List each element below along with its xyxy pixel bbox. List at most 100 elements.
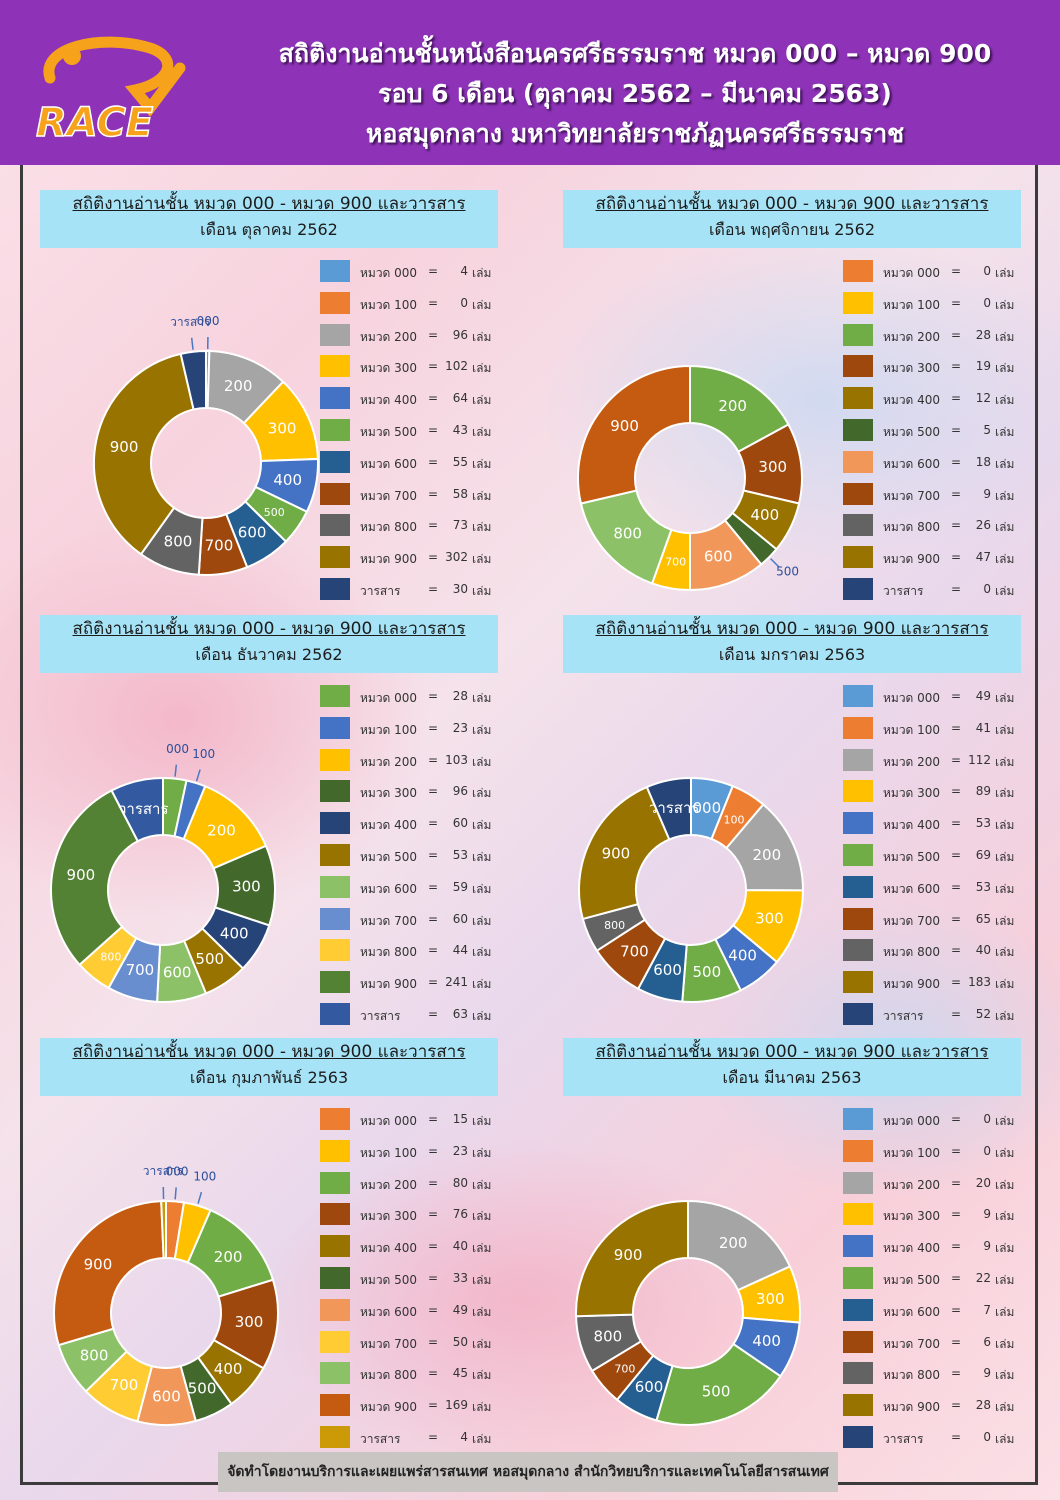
legend-unit: เล่ม bbox=[995, 425, 1015, 439]
legend-label: หมวด 000 bbox=[360, 1114, 418, 1128]
legend-label: หมวด 000 bbox=[883, 266, 941, 280]
legend-equals: = bbox=[428, 689, 439, 703]
legend-unit: เล่ม bbox=[995, 1432, 1015, 1446]
legend-swatch bbox=[320, 482, 350, 505]
legend-unit: เล่ม bbox=[995, 1114, 1015, 1128]
legend-swatch bbox=[320, 546, 350, 569]
slice-label: 700 bbox=[205, 536, 234, 554]
legend-unit: เล่ม bbox=[472, 818, 492, 833]
legend-label: หมวด 500 bbox=[360, 850, 418, 864]
legend-unit: เล่ม bbox=[472, 584, 492, 598]
legend-equals: = bbox=[951, 879, 962, 894]
logo-text: RACE bbox=[36, 100, 153, 143]
legend-value: 80 bbox=[452, 1175, 468, 1190]
legend-value: 112 bbox=[968, 752, 991, 767]
legend-label: หมวด 500 bbox=[360, 1273, 418, 1287]
legend-unit: เล่ม bbox=[472, 552, 492, 567]
legend-value: 12 bbox=[975, 391, 991, 406]
slice-label: 600 bbox=[653, 961, 682, 979]
legend-value: 9 bbox=[983, 1239, 991, 1254]
legend-swatch bbox=[843, 1235, 873, 1258]
slice-label: 600 bbox=[704, 548, 733, 566]
legend-equals: = bbox=[951, 689, 962, 703]
legend-unit: เล่ม bbox=[995, 1400, 1015, 1415]
legend-label: หมวด 300 bbox=[360, 361, 418, 376]
slice-label: 800 bbox=[613, 525, 642, 543]
slice-label: 300 bbox=[755, 910, 784, 928]
legend-label: หมวด 600 bbox=[360, 456, 418, 471]
legend-equals: = bbox=[951, 454, 962, 469]
legend-label: หมวด 100 bbox=[883, 722, 941, 737]
slice-label: 700 bbox=[614, 1363, 635, 1376]
panel-title-text: สถิติงานอ่านชั้น หมวด 000 - หมวด 900 และ… bbox=[72, 194, 466, 214]
legend-equals: = bbox=[951, 264, 962, 278]
legend-label: หมวด 800 bbox=[360, 520, 418, 535]
legend-label: หมวด 100 bbox=[883, 1145, 941, 1160]
legend-equals: = bbox=[951, 752, 962, 767]
chart-panel-feb-2563: สถิติงานอ่านชั้น หมวด 000 - หมวด 900 และ… bbox=[40, 1038, 560, 1458]
legend-value: 28 bbox=[452, 689, 468, 703]
legend-label: หมวด 700 bbox=[360, 1336, 418, 1351]
legend-label: หมวด 900 bbox=[360, 977, 418, 992]
panel-title-text: สถิติงานอ่านชั้น หมวด 000 - หมวด 900 และ… bbox=[595, 194, 989, 214]
legend-swatch bbox=[320, 1235, 350, 1258]
legend-swatch bbox=[843, 716, 873, 739]
legend-label: หมวด 900 bbox=[883, 552, 941, 567]
slice-label: 900 bbox=[610, 417, 639, 435]
legend-swatch bbox=[843, 1330, 873, 1353]
legend-value: 76 bbox=[452, 1207, 468, 1222]
legend-equals: = bbox=[428, 1112, 439, 1126]
slice-label: 900 bbox=[110, 438, 139, 456]
legend-unit: เล่ม bbox=[995, 361, 1015, 376]
legend-swatch bbox=[320, 1426, 350, 1448]
legend-unit: เล่ม bbox=[472, 520, 492, 535]
legend-equals: = bbox=[951, 1366, 962, 1381]
legend-equals: = bbox=[428, 582, 439, 596]
legend-value: 49 bbox=[975, 689, 991, 703]
legend-equals: = bbox=[428, 1207, 439, 1222]
legend-swatch bbox=[320, 685, 350, 707]
slice-label: 500 bbox=[264, 506, 285, 519]
legend-value: 0 bbox=[460, 295, 468, 310]
legend-value: 45 bbox=[452, 1366, 468, 1381]
legend-equals: = bbox=[428, 975, 439, 990]
slice-label: 700 bbox=[110, 1376, 139, 1394]
legend-equals: = bbox=[951, 975, 962, 990]
legend-value: 102 bbox=[445, 359, 468, 374]
legend-equals: = bbox=[428, 1302, 439, 1317]
callout-line bbox=[770, 558, 780, 568]
legend-label: หมวด 400 bbox=[883, 818, 941, 833]
legend-value: 23 bbox=[452, 720, 468, 735]
legend-label: หมวด 900 bbox=[360, 552, 418, 567]
legend-value: 22 bbox=[975, 1271, 991, 1285]
race-logo: RACE bbox=[35, 36, 186, 143]
legend-equals: = bbox=[951, 1271, 962, 1285]
legend-unit: เล่ม bbox=[472, 850, 492, 864]
legend-unit: เล่ม bbox=[472, 1009, 492, 1023]
slice-label: 200 bbox=[719, 1234, 748, 1252]
legend-label: หมวด 600 bbox=[883, 1304, 941, 1319]
panel-title-text: สถิติงานอ่านชั้น หมวด 000 - หมวด 900 และ… bbox=[72, 1042, 466, 1062]
slice-label: 400 bbox=[728, 947, 757, 965]
legend-swatch bbox=[320, 971, 350, 994]
panel-title: สถิติงานอ่านชั้น หมวด 000 - หมวด 900 และ… bbox=[40, 190, 498, 248]
main-title-line3: หอสมุดกลาง มหาวิทยาลัยราชภัฏนครศรีธรรมรา… bbox=[365, 119, 905, 148]
legend-unit: เล่ม bbox=[472, 1368, 492, 1383]
slice-label: 500 bbox=[702, 1383, 731, 1401]
legend-label: หมวด 600 bbox=[360, 881, 418, 896]
slice-label: 600 bbox=[635, 1378, 664, 1396]
slice-label: 200 bbox=[214, 1248, 243, 1266]
slice-label: 100 bbox=[192, 747, 215, 761]
legend-swatch bbox=[843, 387, 873, 410]
legend-swatch bbox=[843, 482, 873, 505]
panel-title-text: สถิติงานอ่านชั้น หมวด 000 - หมวด 900 และ… bbox=[595, 619, 989, 639]
legend-value: 53 bbox=[975, 816, 991, 831]
legend-label: หมวด 500 bbox=[883, 850, 941, 864]
slice-label: 900 bbox=[602, 845, 631, 863]
legend-equals: = bbox=[951, 391, 962, 406]
legend-label: หมวด 200 bbox=[360, 329, 418, 344]
callout-line bbox=[190, 337, 194, 350]
legend-swatch bbox=[320, 716, 350, 739]
legend-swatch bbox=[320, 323, 350, 346]
